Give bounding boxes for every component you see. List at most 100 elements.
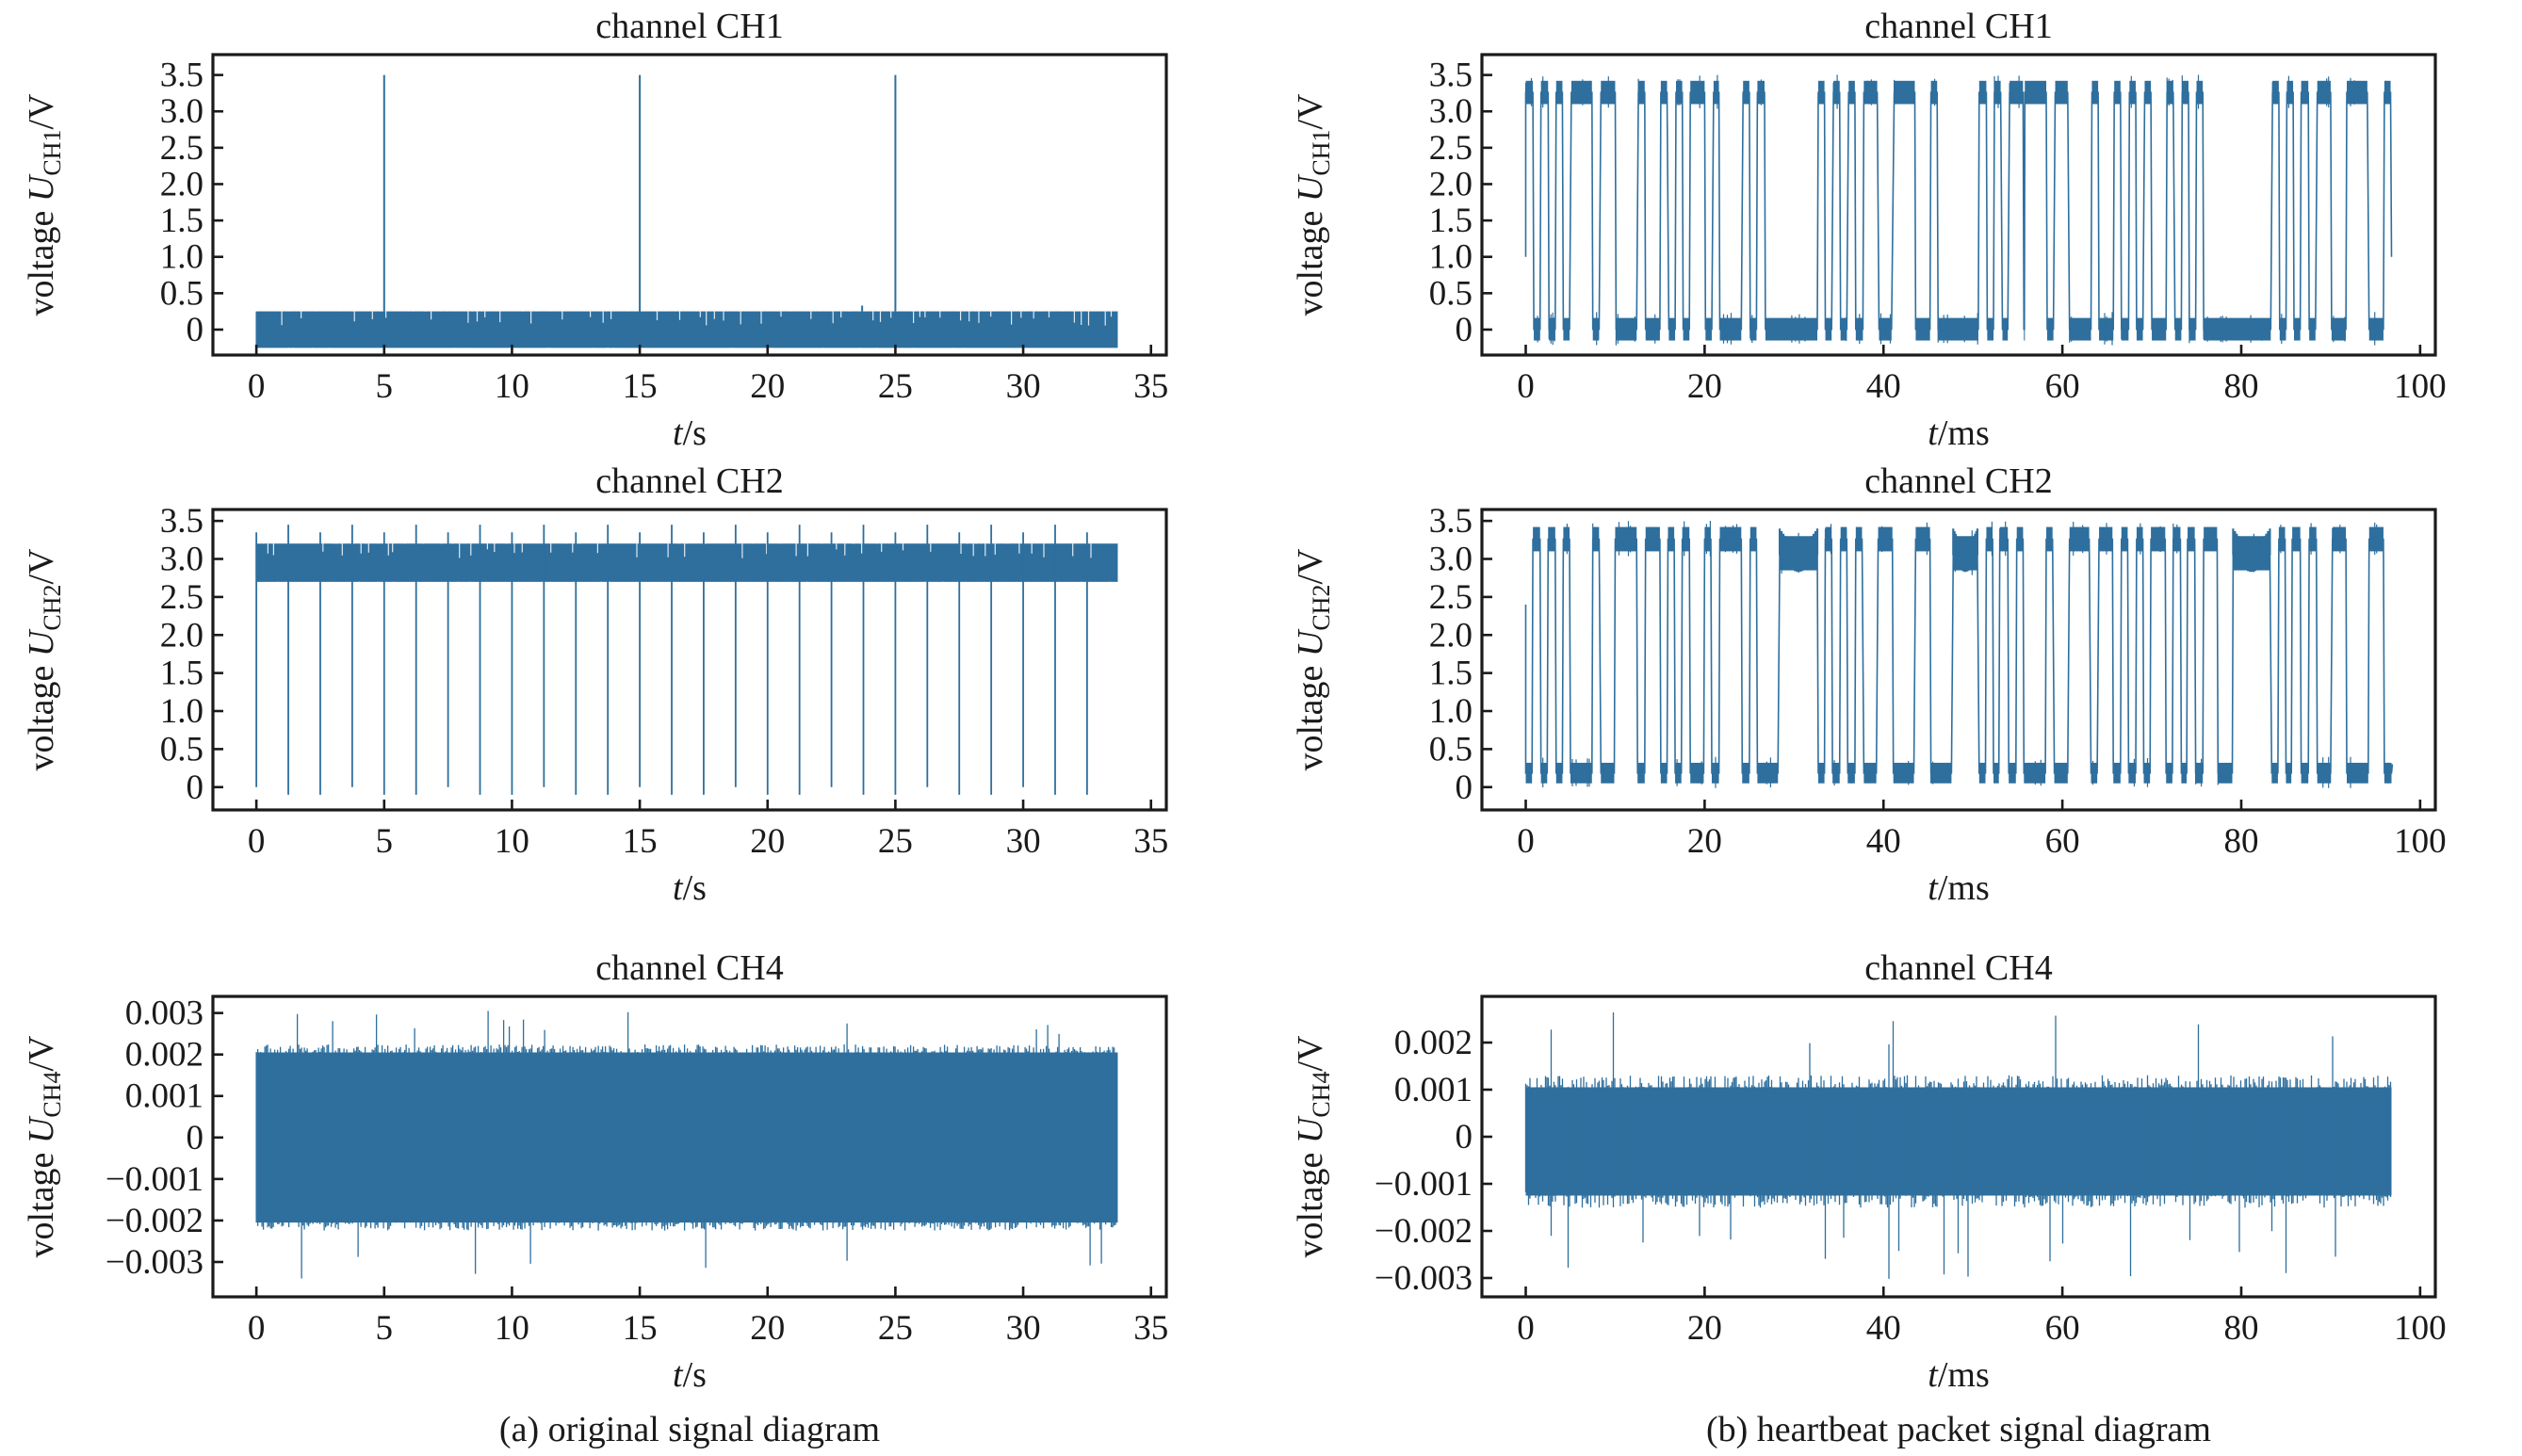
- x-axis-symbol: t: [673, 1355, 684, 1395]
- y-axis-label: voltage UCH4/V: [1291, 1035, 1335, 1257]
- y-tick-label: 3.5: [1429, 57, 1473, 95]
- noise-notches: [267, 542, 1092, 558]
- y-tick-label: 1.5: [1429, 655, 1473, 693]
- noise-notches: [281, 311, 1113, 326]
- x-tick-label: 100: [2394, 1309, 2447, 1348]
- x-tick-label: 20: [750, 367, 785, 406]
- x-axis-label: t/ms: [1928, 413, 1989, 453]
- caption-a: (a) original signal diagram: [499, 1410, 880, 1449]
- plot-frame: [211, 995, 1168, 1299]
- y-tick-label: 0: [1456, 311, 1473, 349]
- x-tick-label: 0: [1517, 822, 1535, 861]
- y-tick-label: 0.002: [125, 1036, 203, 1075]
- x-tick-label: 40: [1866, 367, 1901, 406]
- x-tick-label: 40: [1866, 1309, 1901, 1348]
- x-axis-unit: /s: [683, 413, 707, 453]
- y-tick-label: 0.5: [1429, 274, 1473, 313]
- caption-b: (b) heartbeat packet signal diagram: [1706, 1410, 2211, 1449]
- y-axis-prefix: voltage: [22, 656, 61, 770]
- y-tick-label: 1.0: [160, 692, 203, 731]
- svg-text:voltage UCH2/V: voltage UCH2/V: [1291, 548, 1335, 770]
- y-axis-prefix: voltage: [1291, 656, 1330, 770]
- x-axis-label: t/ms: [1928, 1355, 1989, 1395]
- y-axis-prefix: voltage: [1291, 202, 1330, 315]
- x-tick-label: 15: [623, 367, 658, 406]
- y-tick-label: 3.5: [160, 502, 203, 541]
- y-tick-label: 0.001: [1394, 1071, 1473, 1109]
- x-axis-symbol: t: [673, 868, 684, 908]
- x-tick-label: 10: [495, 822, 529, 861]
- y-tick-label: 1.0: [1429, 692, 1473, 731]
- x-tick-label: 80: [2223, 367, 2258, 406]
- x-tick-label: 20: [750, 1309, 785, 1348]
- y-tick-label: 2.5: [160, 578, 203, 617]
- x-axis-unit: /s: [683, 1355, 707, 1395]
- y-tick-label: 2.0: [160, 616, 203, 655]
- x-tick-label: 5: [376, 367, 394, 406]
- y-tick-label: 0: [1456, 1118, 1473, 1157]
- y-tick-label: 1.5: [160, 202, 203, 240]
- y-axis-unit: /V: [1291, 93, 1330, 130]
- x-axis-unit: /ms: [1938, 413, 1990, 453]
- y-tick-label: 2.5: [160, 129, 203, 168]
- x-axis-unit: /ms: [1938, 1355, 1990, 1395]
- signal-trace: [1524, 74, 2393, 346]
- x-tick-label: 30: [1006, 1309, 1041, 1348]
- y-axis-unit: /V: [1291, 548, 1330, 585]
- y-axis-label: voltage UCH4/V: [22, 1035, 66, 1257]
- x-tick-label: 80: [2223, 822, 2258, 861]
- x-axis-label: t/ms: [1928, 868, 1989, 908]
- svg-text:voltage UCH4/V: voltage UCH4/V: [22, 1035, 66, 1257]
- x-tick-label: 10: [495, 367, 529, 406]
- y-axis-subscript: CH2: [39, 585, 66, 631]
- y-tick-label: 3.0: [160, 92, 203, 131]
- x-tick-label: 30: [1006, 822, 1041, 861]
- x-axis-symbol: t: [1928, 413, 1939, 453]
- y-tick-label: 3.5: [160, 57, 203, 95]
- signal-line: [1524, 538, 2394, 774]
- x-tick-label: 25: [878, 367, 913, 406]
- y-tick-label: 3.0: [160, 540, 203, 578]
- svg-text:voltage UCH1/V: voltage UCH1/V: [22, 93, 66, 315]
- signal-line: [1524, 91, 2393, 331]
- subplot-title: channel CH4: [1864, 948, 2052, 988]
- x-tick-label: 0: [1517, 1309, 1535, 1348]
- x-axis-symbol: t: [1928, 1355, 1939, 1395]
- x-tick-label: 20: [1687, 367, 1722, 406]
- y-tick-label: 0.5: [160, 730, 203, 768]
- x-tick-label: 60: [2045, 367, 2080, 406]
- y-axis-subscript: CH2: [1308, 585, 1335, 631]
- subplot-a-ch2: 0 5 10 15 20 25 30 3500.51.01.52.02.53.03.5chan…: [22, 461, 1168, 908]
- y-tick-label: 0: [187, 1119, 204, 1157]
- x-tick-label: 15: [623, 1309, 658, 1348]
- y-tick-label: −0.003: [1375, 1259, 1473, 1298]
- y-tick-label: 1.0: [1429, 238, 1473, 277]
- x-tick-label: 30: [1006, 367, 1041, 406]
- y-axis-subscript: CH1: [39, 130, 66, 176]
- plot-frame: [1480, 995, 2437, 1299]
- y-tick-label: 3.0: [1429, 540, 1473, 578]
- subplot-b-ch4: 0 20 40 60 80 100 0.002 0.001 0 −0.001 −0.002 −0.00…: [1291, 948, 2447, 1395]
- y-tick-label: 0.003: [125, 995, 203, 1033]
- y-tick-label: −0.002: [1375, 1212, 1473, 1251]
- signal-trace: [1524, 1012, 2392, 1279]
- svg-text:voltage UCH1/V: voltage UCH1/V: [1291, 93, 1335, 315]
- y-axis-symbol: U: [1291, 628, 1330, 656]
- subplot-title: channel CH2: [595, 461, 783, 501]
- y-tick-label: 0: [1456, 768, 1473, 807]
- y-tick-label: 0: [187, 768, 204, 807]
- signal-trace: [255, 1011, 1118, 1279]
- x-tick-label: 35: [1133, 1309, 1168, 1348]
- y-tick-label: −0.001: [106, 1160, 203, 1199]
- noise-fringe: [255, 1011, 1118, 1279]
- x-tick-label: 0: [248, 367, 266, 406]
- y-axis-symbol: U: [22, 173, 61, 202]
- plot-frame: [1480, 53, 2437, 357]
- y-axis-prefix: voltage: [1291, 1143, 1330, 1257]
- plot-frame: [211, 508, 1168, 812]
- y-axis-unit: /V: [22, 1035, 61, 1072]
- y-tick-label: 2.5: [1429, 129, 1473, 168]
- sag-noise: [1779, 528, 1819, 573]
- y-tick-label: 3.5: [1429, 502, 1473, 541]
